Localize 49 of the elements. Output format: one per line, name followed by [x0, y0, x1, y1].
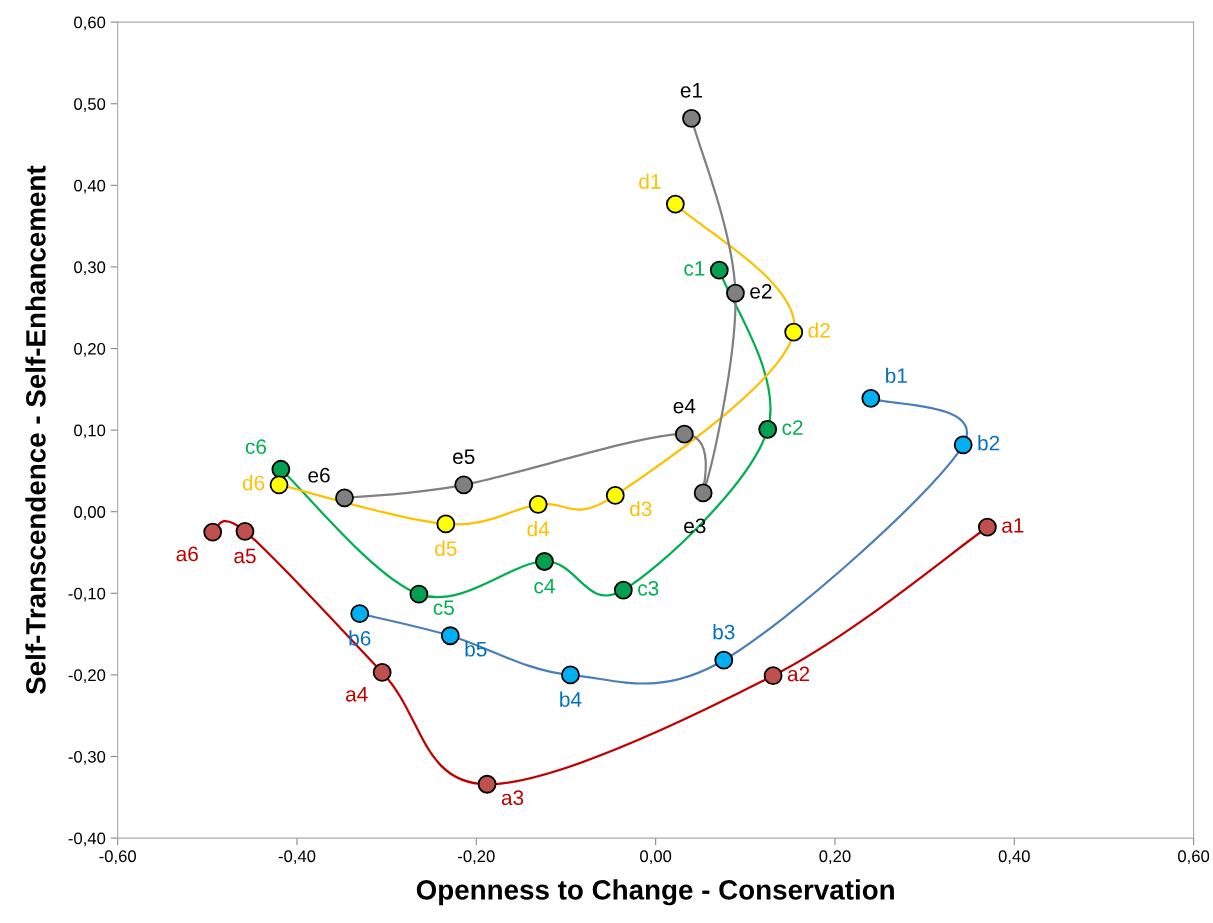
y-tick-label: -0,20 — [68, 669, 106, 684]
data-label: a3 — [501, 790, 524, 806]
data-label: e5 — [453, 449, 475, 464]
data-label: c6 — [245, 439, 267, 455]
data-label: c4 — [534, 578, 555, 594]
y-tick-label: 0,30 — [74, 261, 106, 276]
data-label: c3 — [638, 580, 659, 596]
x-axis-title: Openness to Change - Conservation — [416, 879, 894, 906]
data-label: a1 — [1002, 518, 1024, 533]
data-label: b2 — [978, 435, 1000, 451]
data-label: d2 — [808, 322, 830, 338]
data-label: b1 — [886, 367, 907, 384]
data-label: b6 — [349, 630, 371, 646]
y-tick-label: -0,40 — [68, 832, 106, 847]
data-label: e4 — [673, 398, 696, 414]
data-label: a2 — [787, 666, 810, 682]
data-label: d4 — [527, 521, 550, 537]
x-tick-label: 0,20 — [819, 850, 851, 865]
data-label: c5 — [433, 600, 454, 615]
y-tick-label: 0,10 — [74, 424, 106, 439]
x-tick-label: 0,00 — [640, 850, 672, 865]
data-label: d6 — [242, 475, 265, 491]
y-tick-label: 0,20 — [74, 342, 106, 357]
data-label: d5 — [435, 540, 457, 556]
data-label: a5 — [234, 548, 256, 564]
data-label: d3 — [630, 500, 652, 517]
y-tick-label: -0,10 — [68, 587, 106, 602]
data-label: c2 — [782, 420, 803, 435]
data-label: b5 — [465, 641, 487, 657]
data-label: b3 — [713, 624, 735, 640]
y-tick-label: 0,60 — [74, 16, 106, 31]
data-label: c1 — [684, 261, 705, 276]
x-tick-label: 0,60 — [1178, 850, 1210, 865]
data-label: b4 — [560, 691, 582, 707]
data-label: a6 — [176, 546, 198, 562]
y-tick-label: -0,30 — [68, 750, 106, 765]
x-tick-label: -0,60 — [99, 850, 137, 865]
data-label: a4 — [345, 687, 368, 702]
data-label: e2 — [750, 283, 772, 299]
y-axis-title: Self-Transcendence - Self-Enhancement — [25, 165, 46, 695]
y-tick-label: 0,50 — [74, 98, 106, 112]
x-tick-label: 0,40 — [998, 850, 1030, 865]
x-tick-label: -0,40 — [278, 850, 316, 865]
y-tick-label: 0,00 — [74, 506, 106, 520]
y-tick-label: 0,40 — [74, 179, 106, 194]
data-label: e1 — [680, 83, 703, 98]
x-tick-label: -0,20 — [458, 850, 495, 865]
data-label: d1 — [639, 173, 661, 189]
data-label: e6 — [308, 467, 330, 483]
